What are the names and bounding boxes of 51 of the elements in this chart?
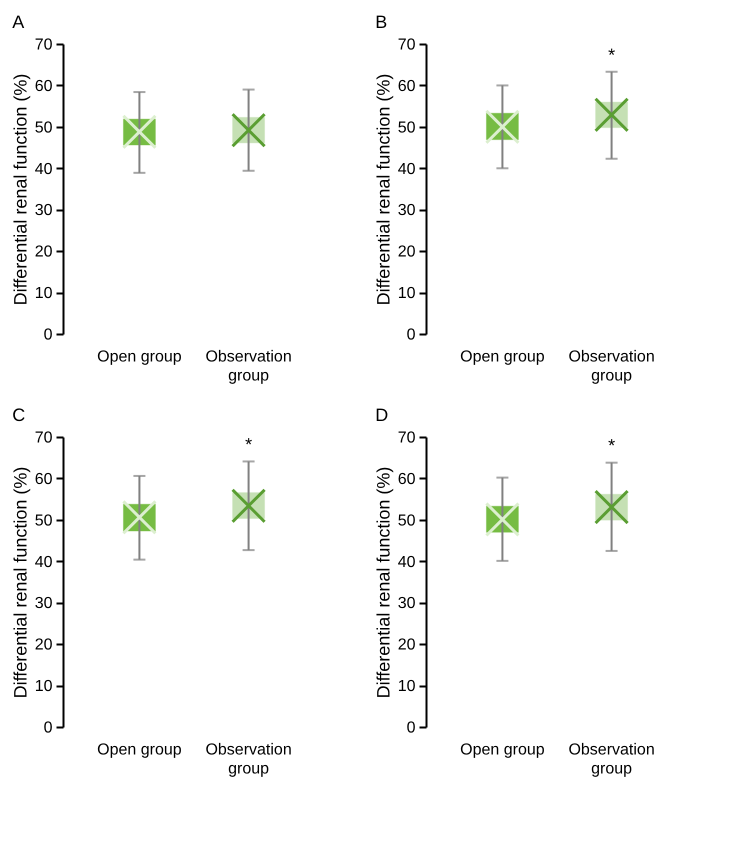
- y-tick-label: 70: [398, 36, 416, 54]
- x-tick-label: Observation group: [568, 348, 655, 384]
- annotation: *: [245, 434, 252, 454]
- y-tick-label: 30: [398, 202, 416, 220]
- y-tick-label: 50: [34, 512, 53, 530]
- chart-title: B: [375, 12, 388, 32]
- y-axis-title: Differential renal function (%): [374, 466, 394, 698]
- y-tick-label: 0: [44, 326, 53, 344]
- x-tick-label: Observation group: [205, 742, 292, 778]
- y-tick-label: 50: [34, 119, 53, 136]
- y-axis-title: Differential renal function (%): [10, 74, 31, 306]
- x-tick-label: Open group: [97, 742, 182, 758]
- y-tick-label: 10: [34, 678, 53, 696]
- x-tick-label: Observation group: [205, 348, 292, 384]
- y-tick-label: 10: [34, 285, 53, 302]
- y-tick-label: 50: [398, 119, 416, 136]
- y-tick-label: 10: [398, 678, 416, 696]
- y-tick-label: 30: [34, 202, 53, 220]
- y-tick-label: 10: [398, 285, 416, 302]
- y-tick-label: 40: [34, 554, 53, 571]
- y-tick-label: 60: [398, 78, 416, 95]
- y-tick-label: 20: [34, 636, 53, 654]
- y-tick-label: 40: [34, 160, 53, 178]
- y-axis-title: Differential renal function (%): [10, 466, 31, 698]
- annotation: *: [608, 44, 616, 65]
- y-tick-label: 60: [34, 78, 53, 95]
- y-tick-label: 70: [34, 430, 53, 446]
- x-tick-label: Observation group: [568, 742, 655, 778]
- y-tick-label: 40: [398, 160, 416, 178]
- y-tick-label: 60: [398, 470, 416, 488]
- y-tick-label: 70: [398, 430, 416, 446]
- y-axis-title: Differential renal function (%): [374, 74, 394, 306]
- y-tick-label: 20: [398, 636, 416, 654]
- y-tick-label: 30: [34, 595, 53, 612]
- y-tick-label: 0: [44, 720, 53, 736]
- y-tick-label: 40: [398, 554, 416, 571]
- y-tick-label: 70: [34, 36, 53, 54]
- y-tick-label: 60: [34, 470, 53, 488]
- chart-title: D: [375, 405, 388, 425]
- chart-title: A: [12, 12, 24, 32]
- y-tick-label: 30: [398, 595, 416, 612]
- x-tick-label: Open group: [97, 348, 182, 366]
- y-tick-label: 20: [34, 244, 53, 261]
- y-tick-label: 50: [398, 512, 416, 530]
- chart-title: C: [12, 405, 26, 425]
- y-tick-label: 20: [398, 244, 416, 261]
- x-tick-label: Open group: [460, 348, 545, 366]
- annotation: *: [608, 436, 616, 456]
- y-tick-label: 0: [406, 720, 416, 736]
- x-tick-label: Open group: [460, 742, 545, 758]
- y-tick-label: 0: [406, 326, 416, 344]
